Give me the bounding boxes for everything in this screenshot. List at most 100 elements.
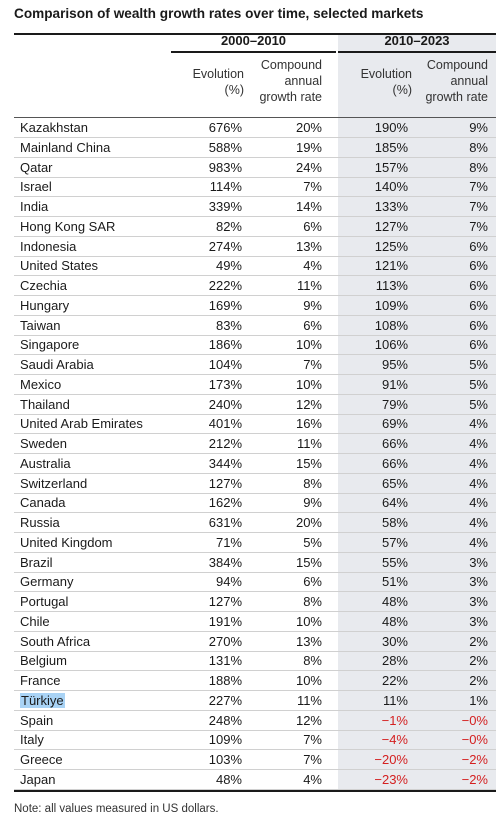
evolution-2010-2023: −20% (374, 752, 408, 767)
evolution-2010-2023: 108% (374, 317, 408, 333)
header-evolution-2-line2: (%) (392, 83, 412, 97)
table-row: South Africa 270% 13% 30% 2% (14, 632, 496, 652)
evolution-2000-2010: 162% (208, 495, 242, 511)
cagr-2000-2010: 7% (303, 732, 322, 748)
market-name: Hungary (20, 297, 70, 313)
row-divider (14, 670, 496, 672)
evolution-2000-2010: 191% (208, 613, 242, 629)
row-divider (14, 334, 496, 336)
table-row: Japan 48% 4% −23% −2% (14, 770, 496, 790)
evolution-2000-2010: 83% (215, 317, 242, 333)
row-divider (14, 690, 496, 691)
header-evolution-1-line2: (%) (224, 83, 244, 97)
evolution-2000-2010: 222% (208, 278, 242, 293)
cagr-2000-2010: 15% (295, 554, 322, 570)
evolution-2000-2010: 270% (208, 633, 242, 649)
evolution-2010-2023: 11% (382, 692, 408, 708)
table-row: France 188% 10% 22% 2% (14, 671, 496, 691)
table-row: Portugal 127% 8% 48% 3% (14, 592, 496, 612)
market-name: India (20, 199, 49, 214)
cagr-2010-2023: 6% (469, 297, 488, 313)
cagr-2000-2010: 11% (296, 278, 322, 293)
cagr-2010-2023: 6% (469, 317, 488, 333)
cagr-2010-2023: 7% (469, 179, 488, 195)
evolution-2000-2010: 48% (215, 771, 242, 787)
table-row: Sweden 212% 11% 66% 4% (14, 434, 496, 454)
group-rule-1 (171, 51, 336, 53)
market-name: Brazil (20, 554, 53, 570)
cagr-2000-2010: 10% (295, 673, 322, 688)
header-cagr-2-line1: Compound (426, 58, 488, 72)
header-cagr-2-line3: growth rate (425, 90, 488, 104)
evolution-2010-2023: 64% (381, 495, 408, 511)
highlighted-market-name: Türkiye (20, 692, 65, 708)
cagr-2010-2023: 8% (469, 139, 488, 155)
cagr-2010-2023: 2% (469, 673, 488, 688)
cagr-2000-2010: 6% (303, 317, 322, 333)
evolution-2000-2010: 169% (208, 297, 242, 313)
row-divider (14, 729, 496, 731)
evolution-2000-2010: 588% (208, 139, 242, 155)
market-name: Thailand (20, 396, 70, 412)
evolution-2010-2023: 91% (381, 376, 408, 392)
table-row: Spain 248% 12% −1% −0% (14, 711, 496, 731)
row-divider (14, 137, 496, 138)
row-divider (14, 591, 496, 593)
market-name: Israel (20, 179, 52, 195)
cagr-2000-2010: 9% (303, 495, 322, 511)
evolution-2000-2010: 114% (209, 179, 242, 195)
evolution-2000-2010: 240% (208, 396, 242, 412)
evolution-2010-2023: 127% (374, 218, 408, 234)
evolution-2000-2010: 227% (208, 692, 242, 708)
evolution-2010-2023: 133% (374, 199, 408, 214)
market-name: Taiwan (20, 317, 61, 333)
market-name: Germany (20, 574, 74, 590)
cagr-2010-2023: 2% (469, 653, 488, 669)
evolution-2000-2010: 344% (208, 455, 242, 471)
table-row: Czechia 222% 11% 113% 6% (14, 276, 496, 296)
market-name: Switzerland (20, 475, 88, 491)
cagr-2000-2010: 6% (303, 218, 322, 234)
evolution-2010-2023: 57% (381, 534, 408, 550)
evolution-2000-2010: 676% (208, 120, 242, 135)
row-divider (14, 374, 496, 375)
market-name: Portugal (20, 594, 69, 609)
evolution-2000-2010: 401% (208, 416, 242, 432)
market-name: Belgium (20, 653, 67, 669)
table-row: Mainland China 588% 19% 185% 8% (14, 138, 496, 158)
market-name: Mainland China (20, 139, 111, 155)
cagr-2010-2023: 4% (469, 495, 488, 511)
cagr-2000-2010: 4% (303, 258, 322, 274)
footnote: Note: all values measured in US dollars. (14, 803, 219, 815)
evolution-2000-2010: 104% (208, 357, 242, 372)
cagr-2000-2010: 10% (295, 337, 322, 353)
row-divider (14, 295, 496, 296)
cagr-2010-2023: −0% (461, 712, 488, 728)
market-name: United Kingdom (20, 534, 113, 550)
row-divider (14, 769, 496, 770)
evolution-2010-2023: 66% (381, 436, 408, 451)
cagr-2000-2010: 16% (295, 416, 322, 432)
cagr-2000-2010: 13% (295, 633, 322, 649)
header-cagr-1-line1: Compound (260, 58, 322, 72)
market-name: South Africa (20, 633, 91, 649)
cagr-2000-2010: 20% (295, 120, 322, 135)
cagr-2010-2023: 4% (469, 436, 488, 451)
market-name: Sweden (20, 436, 67, 451)
evolution-2010-2023: 69% (381, 416, 408, 432)
row-divider (14, 176, 496, 178)
cagr-2000-2010: 11% (296, 436, 322, 451)
row-divider (14, 551, 496, 553)
bottom-rule (14, 790, 496, 792)
market-name: Japan (20, 771, 56, 787)
table-row: Singapore 186% 10% 106% 6% (14, 335, 496, 356)
table-row: United States 49% 4% 121% 6% (14, 256, 496, 277)
table-row: Hungary 169% 9% 109% 6% (14, 296, 496, 316)
cagr-2010-2023: 4% (469, 515, 488, 530)
cagr-2010-2023: 5% (469, 396, 488, 412)
cagr-2010-2023: 3% (469, 594, 488, 609)
market-name: United States (20, 258, 99, 274)
evolution-2010-2023: 109% (374, 297, 408, 313)
row-divider (14, 393, 496, 395)
